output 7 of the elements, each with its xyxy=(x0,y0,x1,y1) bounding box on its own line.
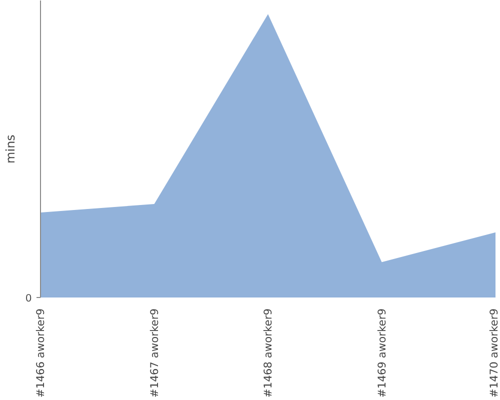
annotation: 0 xyxy=(26,292,32,304)
x-tick-label: #1467 aworker9 xyxy=(148,308,161,398)
x-tick-label: #1470 aworker9 xyxy=(488,308,500,398)
y-axis-title: mins xyxy=(4,134,18,164)
x-tick-label: #1466 aworker9 xyxy=(34,308,47,398)
x-tick-label: #1468 aworker9 xyxy=(262,308,274,398)
x-tick-label: #1469 aworker9 xyxy=(375,308,388,398)
